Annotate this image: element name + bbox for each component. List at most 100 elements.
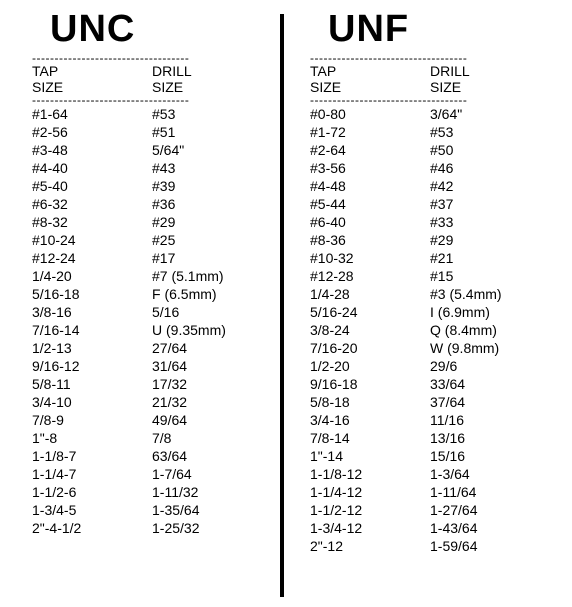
- drill-size-cell: 5/64": [152, 141, 276, 159]
- drill-size-cell: F (6.5mm): [152, 285, 276, 303]
- header-row: TAP DRILL: [32, 63, 276, 79]
- dash-line: -----------------------------------: [310, 95, 562, 105]
- header-row: TAP DRILL: [310, 63, 562, 79]
- tap-size-cell: #3-48: [32, 141, 152, 159]
- table-row: 7/16-20W (9.8mm): [310, 339, 562, 357]
- vertical-divider: [280, 14, 284, 597]
- drill-size-cell: #53: [152, 105, 276, 123]
- table-row: 1-1/4-71-7/64: [32, 465, 276, 483]
- tap-size-cell: #0-80: [310, 105, 430, 123]
- tap-size-cell: #12-24: [32, 249, 152, 267]
- tap-size-cell: #3-56: [310, 159, 430, 177]
- drill-size-cell: #36: [152, 195, 276, 213]
- drill-size-cell: W (9.8mm): [430, 339, 562, 357]
- tap-size-cell: 1"-8: [32, 429, 152, 447]
- drill-size-cell: 33/64: [430, 375, 562, 393]
- drill-size-cell: 1-3/64: [430, 465, 562, 483]
- drill-size-cell: #7 (5.1mm): [152, 267, 276, 285]
- table-row: 3/8-24Q (8.4mm): [310, 321, 562, 339]
- unc-body: #1-64#53#2-56#51#3-485/64"#4-40#43#5-40#…: [32, 105, 276, 537]
- table-row: #10-24#25: [32, 231, 276, 249]
- tap-size-cell: 5/16-18: [32, 285, 152, 303]
- tap-size-cell: 1-1/2-12: [310, 501, 430, 519]
- tap-size-cell: #4-40: [32, 159, 152, 177]
- header-tap: TAP: [32, 63, 152, 79]
- table-row: 7/8-949/64: [32, 411, 276, 429]
- table-row: 1-1/2-61-11/32: [32, 483, 276, 501]
- dash-line: -----------------------------------: [32, 95, 276, 105]
- table-row: 9/16-1833/64: [310, 375, 562, 393]
- table-row: #4-40#43: [32, 159, 276, 177]
- table-row: #3-485/64": [32, 141, 276, 159]
- table-row: 1/4-28#3 (5.4mm): [310, 285, 562, 303]
- drill-size-cell: 21/32: [152, 393, 276, 411]
- tap-size-cell: #5-44: [310, 195, 430, 213]
- tap-size-cell: 7/16-14: [32, 321, 152, 339]
- tap-size-cell: #10-32: [310, 249, 430, 267]
- table-row: #10-32#21: [310, 249, 562, 267]
- drill-size-cell: #53: [430, 123, 562, 141]
- drill-size-cell: 1-11/32: [152, 483, 276, 501]
- table-row: 1/2-2029/6: [310, 357, 562, 375]
- table-row: #0-803/64": [310, 105, 562, 123]
- header-tap2: SIZE: [310, 79, 430, 95]
- table-row: #6-32#36: [32, 195, 276, 213]
- drill-size-cell: I (6.9mm): [430, 303, 562, 321]
- tap-size-cell: #10-24: [32, 231, 152, 249]
- tap-size-cell: 1-1/4-12: [310, 483, 430, 501]
- drill-size-cell: 31/64: [152, 357, 276, 375]
- tap-size-cell: 3/4-10: [32, 393, 152, 411]
- dash-line: -----------------------------------: [310, 53, 562, 63]
- drill-size-cell: 1-35/64: [152, 501, 276, 519]
- drill-size-cell: #17: [152, 249, 276, 267]
- tap-size-cell: 5/8-18: [310, 393, 430, 411]
- header-tap2: SIZE: [32, 79, 152, 95]
- table-row: #2-64#50: [310, 141, 562, 159]
- drill-size-cell: #29: [152, 213, 276, 231]
- table-row: 1-1/8-763/64: [32, 447, 276, 465]
- table-row: #12-28#15: [310, 267, 562, 285]
- table-row: #5-44#37: [310, 195, 562, 213]
- table-row: 1-3/4-51-35/64: [32, 501, 276, 519]
- tap-size-cell: 1-1/8-7: [32, 447, 152, 465]
- drill-size-cell: 63/64: [152, 447, 276, 465]
- table-row: 2"-121-59/64: [310, 537, 562, 555]
- drill-size-cell: 37/64: [430, 393, 562, 411]
- table-row: #12-24#17: [32, 249, 276, 267]
- drill-size-cell: #29: [430, 231, 562, 249]
- tap-size-cell: #2-64: [310, 141, 430, 159]
- drill-size-cell: #37: [430, 195, 562, 213]
- tap-size-cell: 7/16-20: [310, 339, 430, 357]
- tap-size-cell: 1/2-13: [32, 339, 152, 357]
- drill-size-cell: #46: [430, 159, 562, 177]
- tap-size-cell: 5/8-11: [32, 375, 152, 393]
- tap-size-cell: #8-32: [32, 213, 152, 231]
- tap-size-cell: 1"-14: [310, 447, 430, 465]
- tap-size-cell: #1-64: [32, 105, 152, 123]
- table-row: 9/16-1231/64: [32, 357, 276, 375]
- tap-size-cell: 3/8-24: [310, 321, 430, 339]
- drill-size-cell: #25: [152, 231, 276, 249]
- drill-size-cell: #21: [430, 249, 562, 267]
- header-tap: TAP: [310, 63, 430, 79]
- drill-size-cell: 11/16: [430, 411, 562, 429]
- table-row: 5/16-24I (6.9mm): [310, 303, 562, 321]
- drill-size-cell: 7/8: [152, 429, 276, 447]
- unc-column: UNC ----------------------------------- …: [0, 0, 286, 607]
- drill-size-cell: 17/32: [152, 375, 276, 393]
- table-row: 5/16-18F (6.5mm): [32, 285, 276, 303]
- drill-size-cell: 5/16: [152, 303, 276, 321]
- tap-size-cell: 1-1/2-6: [32, 483, 152, 501]
- header-drill2: SIZE: [152, 79, 276, 95]
- drill-size-cell: 49/64: [152, 411, 276, 429]
- tap-size-cell: 1-3/4-12: [310, 519, 430, 537]
- header-row2: SIZE SIZE: [310, 79, 562, 95]
- table-row: 5/8-1117/32: [32, 375, 276, 393]
- tap-size-cell: 1/4-20: [32, 267, 152, 285]
- drill-size-cell: #43: [152, 159, 276, 177]
- drill-size-cell: 15/16: [430, 447, 562, 465]
- table-row: #1-64#53: [32, 105, 276, 123]
- drill-size-cell: #42: [430, 177, 562, 195]
- header-drill: DRILL: [430, 63, 562, 79]
- table-row: 1-3/4-121-43/64: [310, 519, 562, 537]
